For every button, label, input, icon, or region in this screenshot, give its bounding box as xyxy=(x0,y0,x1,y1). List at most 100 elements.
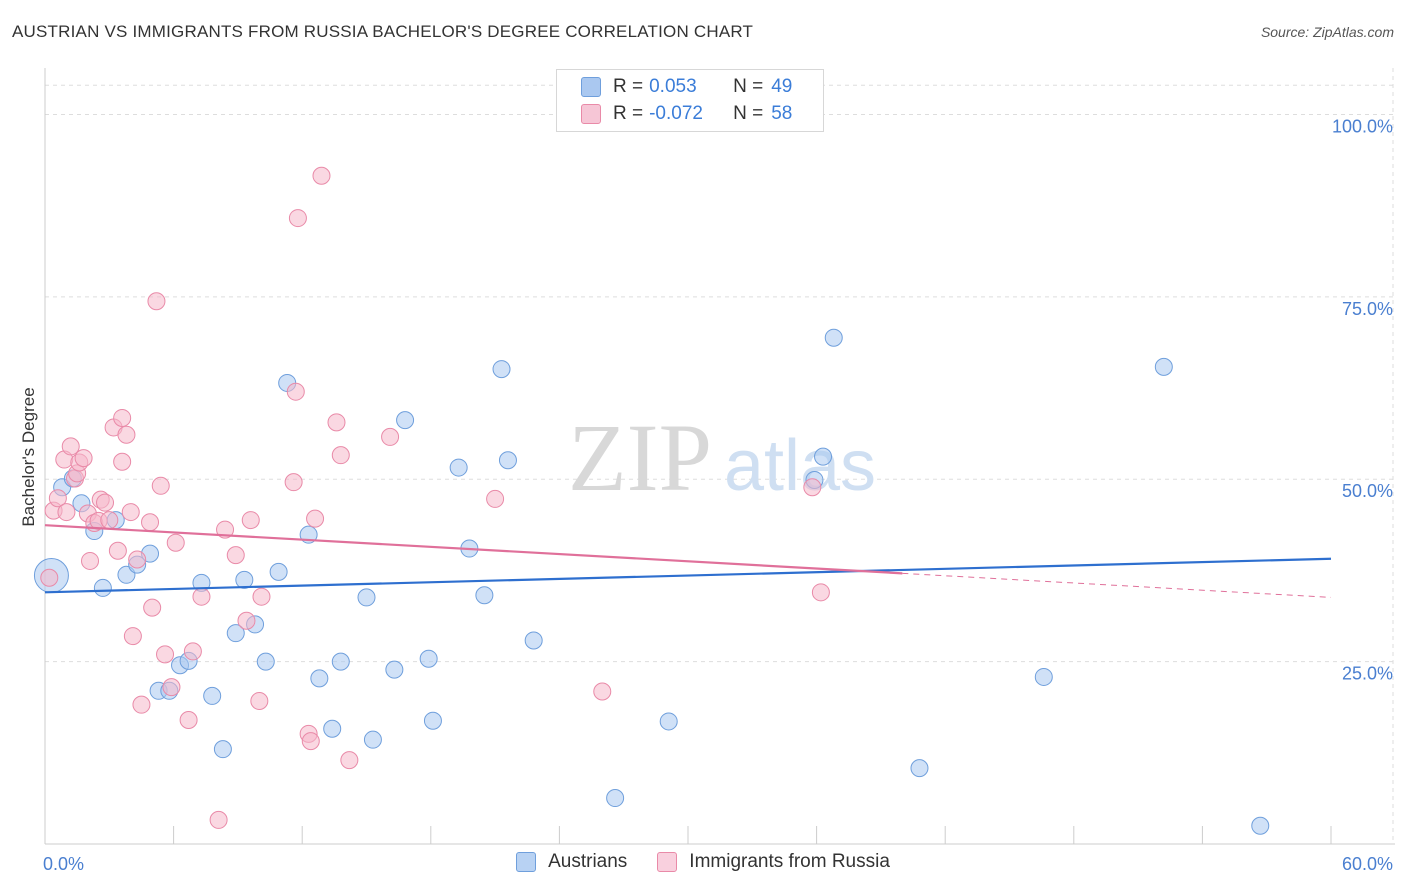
point-austrians xyxy=(449,458,468,477)
axes xyxy=(44,68,1395,845)
point-russia xyxy=(192,587,211,606)
trend-line-austrians xyxy=(44,557,1332,594)
point-russia xyxy=(327,413,346,432)
legend-n-value: 58 xyxy=(771,103,793,124)
point-russia xyxy=(209,810,228,829)
point-russia xyxy=(108,541,127,560)
point-austrians xyxy=(814,447,833,466)
point-russia xyxy=(179,710,198,729)
point-russia xyxy=(331,446,350,465)
point-russia xyxy=(166,533,185,552)
point-austrians xyxy=(1034,667,1053,686)
point-russia xyxy=(113,408,132,427)
series-legend-austrians[interactable]: Austrians xyxy=(516,851,627,873)
series-legend-russia[interactable]: Immigrants from Russia xyxy=(657,851,890,873)
point-russia xyxy=(286,382,305,401)
series-legend: Austrians Immigrants from Russia xyxy=(0,851,1406,873)
point-austrians xyxy=(385,660,404,679)
point-russia xyxy=(288,209,307,228)
point-russia xyxy=(241,511,260,530)
point-russia xyxy=(40,568,59,587)
point-russia xyxy=(216,520,235,539)
point-russia xyxy=(57,503,76,522)
y-tick-label: 100.0% xyxy=(1332,116,1393,136)
point-austrians xyxy=(419,649,438,668)
trend-line-russia xyxy=(44,524,903,575)
point-russia xyxy=(301,732,320,751)
point-russia xyxy=(183,642,202,661)
point-austrians xyxy=(363,730,382,749)
point-austrians xyxy=(323,719,342,738)
legend-r-value: 0.053 xyxy=(649,76,697,97)
point-austrians xyxy=(492,360,511,379)
point-russia xyxy=(113,452,132,471)
point-russia xyxy=(121,503,140,522)
point-russia xyxy=(141,513,160,532)
point-austrians xyxy=(256,652,275,671)
legend-swatch-blue xyxy=(581,77,601,97)
point-austrians xyxy=(226,624,245,643)
point-russia xyxy=(156,645,175,664)
point-austrians xyxy=(498,451,517,470)
point-austrians xyxy=(235,570,254,589)
point-austrians xyxy=(357,588,376,607)
point-austrians xyxy=(910,759,929,778)
grid-lines xyxy=(45,68,1395,844)
legend-r-label: R = xyxy=(613,76,644,97)
x-tick-label-max: 60.0% xyxy=(1342,854,1393,874)
y-tick-label: 25.0% xyxy=(1342,664,1393,684)
point-russia xyxy=(226,546,245,565)
series-swatch-blue xyxy=(516,852,537,872)
point-austrians xyxy=(203,686,222,705)
legend-r-label: R = xyxy=(613,103,644,124)
legend-n-value: 49 xyxy=(771,76,793,97)
point-austrians xyxy=(310,669,329,688)
tick-labels: 25.0% 50.0% 75.0% 100.0% 0.0% 60.0% xyxy=(43,116,1393,874)
point-austrians xyxy=(1251,816,1270,835)
point-russia xyxy=(143,598,162,617)
y-axis-label: Bachelor's Degree xyxy=(19,387,38,526)
point-russia xyxy=(128,550,147,569)
point-austrians xyxy=(396,411,415,430)
point-austrians xyxy=(475,586,494,605)
watermark-atlas: atlas xyxy=(724,426,876,506)
legend-r-value: -0.072 xyxy=(649,103,703,124)
point-austrians xyxy=(824,328,843,347)
legend-row-austrians: R = 0.053 N = 49 xyxy=(581,74,792,100)
legend-n-label: N = xyxy=(733,103,764,124)
point-austrians xyxy=(93,578,112,597)
point-russia xyxy=(61,437,80,456)
point-russia xyxy=(811,583,830,602)
point-russia xyxy=(381,427,400,446)
point-russia xyxy=(151,476,170,495)
point-austrians xyxy=(524,631,543,650)
point-russia xyxy=(100,511,119,530)
x-tick-label-min: 0.0% xyxy=(43,854,84,874)
point-russia xyxy=(340,751,359,770)
chart-title: AUSTRIAN VS IMMIGRANTS FROM RUSSIA BACHE… xyxy=(12,22,754,41)
correlation-legend: R = 0.053 N = 49 R = -0.072 N = 58 xyxy=(556,69,824,132)
point-russia xyxy=(486,489,505,508)
point-russia xyxy=(74,449,93,468)
point-russia xyxy=(48,489,67,508)
source-label: Source: ZipAtlas.com xyxy=(1260,24,1394,40)
watermark-zip: ZIP xyxy=(568,404,712,511)
point-austrians xyxy=(423,711,442,730)
point-russia xyxy=(306,509,325,528)
legend-n-label: N = xyxy=(733,76,764,97)
point-russia xyxy=(81,551,100,570)
y-tick-label: 50.0% xyxy=(1342,481,1393,501)
point-russia xyxy=(147,292,166,311)
legend-swatch-pink xyxy=(581,104,601,124)
point-russia xyxy=(250,692,269,711)
point-russia xyxy=(162,678,181,697)
series-label-austrians: Austrians xyxy=(548,851,628,872)
point-russia xyxy=(803,478,822,497)
point-russia xyxy=(284,473,303,492)
trend-lines xyxy=(44,524,1332,598)
point-austrians xyxy=(213,740,232,759)
point-russia xyxy=(237,611,256,630)
point-russia xyxy=(312,166,331,185)
point-austrians xyxy=(269,562,288,581)
